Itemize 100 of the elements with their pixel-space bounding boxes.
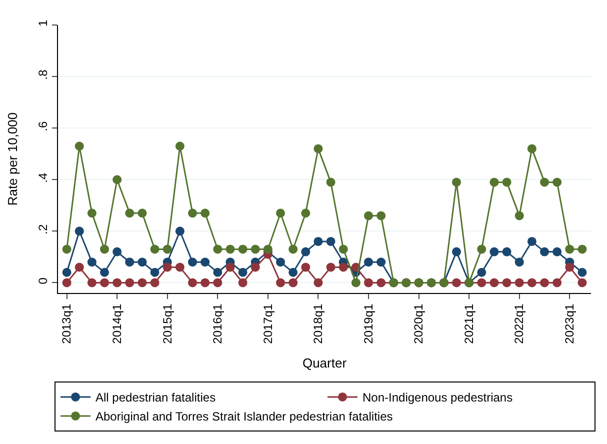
point [238, 268, 248, 277]
point [138, 258, 147, 267]
point [314, 278, 323, 288]
point [188, 278, 198, 288]
x-tick-label: 2022q1 [512, 303, 526, 344]
point [62, 244, 72, 254]
x-axis-title: Quarter [302, 355, 348, 370]
point [301, 247, 310, 256]
point [502, 247, 512, 256]
point [527, 236, 536, 246]
point [276, 208, 285, 218]
point [502, 278, 512, 288]
y-tick-label: 0 [36, 277, 50, 284]
point [490, 247, 499, 256]
y-tick-label: 1 [36, 20, 50, 27]
point [100, 244, 110, 254]
point [276, 278, 285, 288]
point [175, 226, 184, 236]
point [250, 262, 260, 272]
x-tick-label: 2019q1 [361, 303, 376, 344]
point [162, 244, 172, 254]
point [301, 208, 310, 218]
point [326, 178, 336, 187]
point [288, 244, 298, 254]
point [314, 236, 323, 246]
x-tick-label: 2020q1 [412, 303, 426, 344]
point [540, 247, 549, 256]
point [125, 208, 134, 218]
point [452, 247, 461, 256]
y-axis-title: Rate per 10,000 [5, 112, 20, 206]
x-tick-label: 2014q1 [110, 303, 124, 344]
point [364, 258, 373, 267]
x-tick-label: 2023q1 [562, 303, 577, 344]
point [200, 208, 210, 218]
point [188, 208, 198, 218]
point [276, 258, 285, 267]
point [477, 268, 486, 277]
point [338, 244, 348, 254]
point [200, 258, 210, 267]
point [527, 278, 536, 288]
point [288, 278, 298, 288]
point [138, 278, 147, 288]
point [364, 278, 373, 288]
point [125, 278, 134, 288]
y-tick-label: .4 [36, 172, 50, 183]
point [477, 244, 486, 254]
point [578, 244, 587, 254]
point [514, 278, 524, 288]
point [376, 278, 386, 288]
x-tick-label: 2016q1 [210, 303, 225, 344]
point [213, 244, 222, 254]
point [138, 208, 147, 218]
point [301, 262, 310, 272]
y-tick-label: .8 [36, 69, 50, 80]
point [238, 244, 248, 254]
point [74, 142, 84, 151]
point [213, 268, 222, 277]
point [477, 278, 486, 288]
point [540, 278, 549, 288]
point [200, 278, 210, 288]
point [250, 244, 260, 254]
point [74, 226, 84, 236]
point [288, 268, 298, 277]
y-tick-label: .6 [36, 120, 50, 132]
point [490, 178, 499, 187]
point [376, 258, 386, 267]
point [150, 278, 160, 288]
point [100, 268, 110, 277]
point [338, 262, 348, 272]
x-tick-label: 2017q1 [260, 303, 275, 344]
point [263, 244, 272, 254]
point [364, 211, 373, 220]
point [226, 244, 235, 254]
point [100, 278, 110, 288]
point [112, 175, 122, 184]
point [314, 144, 323, 154]
point [514, 258, 524, 267]
legend-label: Aboriginal and Torres Strait Islander pedestrian fatalities [96, 410, 393, 424]
point [175, 262, 184, 272]
point [62, 278, 72, 288]
point [490, 278, 499, 288]
point [326, 236, 336, 246]
point [552, 278, 562, 288]
point [578, 278, 587, 288]
point [552, 178, 562, 187]
point [540, 178, 549, 187]
point [62, 268, 72, 277]
point [552, 247, 562, 256]
x-tick-label: 2013q1 [60, 303, 74, 344]
point [87, 278, 96, 288]
point [162, 262, 172, 272]
point [565, 244, 574, 254]
point [226, 262, 235, 272]
point [112, 278, 122, 288]
point [376, 211, 386, 220]
point [175, 142, 184, 151]
point [452, 178, 461, 187]
point [238, 278, 248, 288]
point [502, 178, 512, 187]
point [565, 262, 574, 272]
